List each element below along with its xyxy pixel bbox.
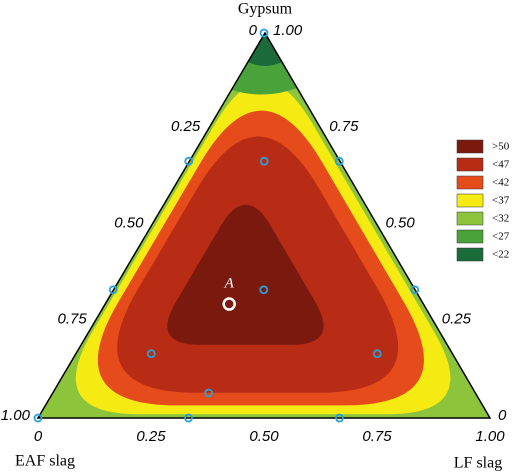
left-tick-label: 0.50 (114, 214, 144, 231)
point-label: A (224, 275, 235, 291)
triangle-frame (36, 31, 492, 419)
design-point (184, 156, 194, 166)
right-tick-label: 1.00 (273, 22, 303, 39)
design-point (335, 413, 344, 423)
contour-region (248, 33, 282, 66)
design-point (259, 156, 269, 166)
design-point (259, 285, 269, 295)
legend-swatch (456, 175, 484, 190)
right-tick-label: 0.50 (386, 214, 416, 231)
design-point (259, 28, 269, 38)
left-tick-label: 0.75 (58, 311, 88, 328)
axis-right-label: LF slag (454, 455, 502, 472)
design-point (108, 285, 118, 295)
design-point (372, 349, 382, 359)
legend-swatch (456, 229, 484, 244)
legend-swatch (456, 193, 484, 208)
design-point (33, 413, 43, 423)
legend-label: <27 (492, 231, 510, 243)
design-point (204, 388, 214, 398)
design-point (334, 156, 344, 166)
optimum-point (222, 297, 236, 311)
left-tick-label: 1.00 (1, 407, 31, 424)
legend-label: <32 (492, 213, 509, 225)
legend-label: <47 (492, 159, 510, 171)
overlay: A (33, 28, 420, 423)
contour-field (38, 33, 490, 418)
bottom-tick-label: 1.00 (475, 428, 505, 445)
bottom-tick-label: 0 (34, 428, 43, 445)
contour-region (167, 204, 324, 345)
legend-swatch (456, 139, 484, 154)
left-tick-label: 0.25 (171, 118, 201, 135)
legend-label: <42 (492, 177, 509, 189)
design-point (184, 413, 193, 423)
legend-label: >50 (492, 141, 510, 153)
legend-swatch (456, 211, 484, 226)
legend-swatch (456, 157, 484, 172)
right-tick-label: 0.75 (329, 118, 359, 135)
legend-label: <22 (492, 249, 509, 261)
legend-swatch (456, 247, 484, 262)
bottom-tick-label: 0.50 (249, 428, 279, 445)
design-point (146, 349, 156, 359)
design-point (410, 285, 420, 295)
legend-label: <37 (492, 195, 510, 207)
bottom-tick-label: 0.25 (136, 428, 166, 445)
axis-top-label: Gypsum (238, 1, 293, 18)
axis-left-label: EAF slag (15, 453, 75, 470)
bottom-tick-label: 0.75 (362, 428, 392, 445)
right-tick-label: 0 (498, 407, 507, 424)
right-tick-label: 0.25 (442, 311, 472, 328)
left-tick-label: 0 (249, 22, 258, 39)
